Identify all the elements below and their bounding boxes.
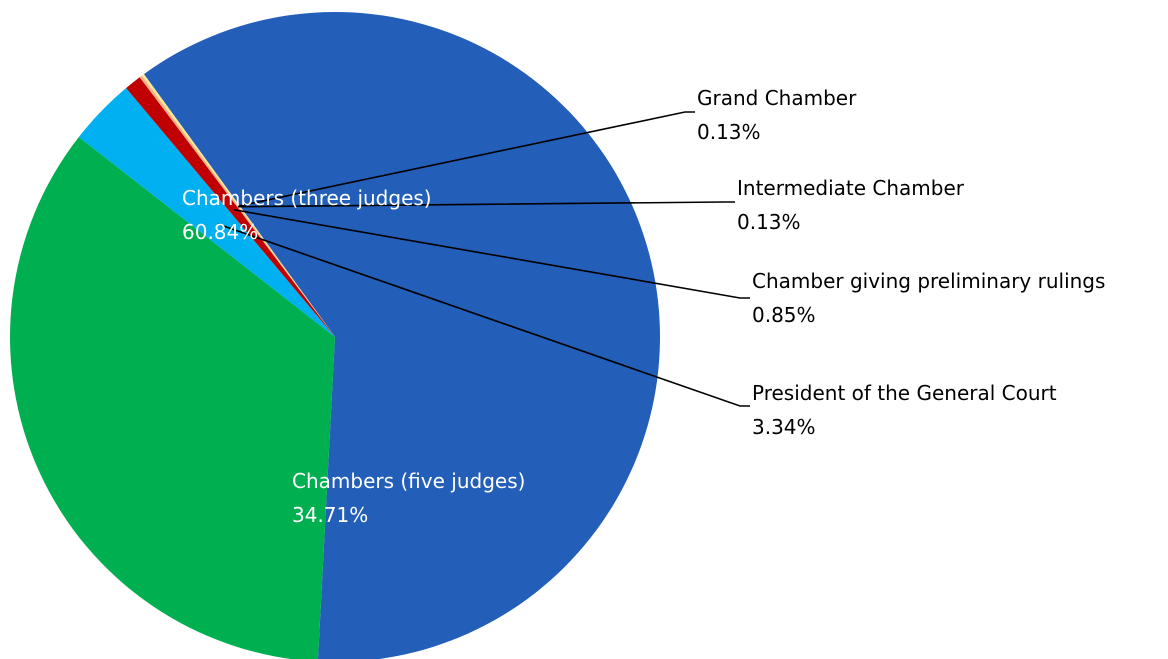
pie-slices bbox=[10, 12, 660, 659]
pie-slice-chamber-giving-preliminary-rulings bbox=[126, 77, 335, 337]
slice-labels: Chambers (three judges) 60.84% Chambers (f… bbox=[182, 86, 1105, 527]
data-label-president-of-the-general-court: President of the General Court 3.34% bbox=[752, 381, 1057, 439]
data-label-intermediate-chamber: Intermediate Chamber 0.13% bbox=[737, 176, 965, 234]
pie-slice-chambers-three-judges bbox=[143, 12, 660, 659]
leader-lines bbox=[217, 111, 750, 407]
data-label-chambers-three-judges: Chambers (three judges) 60.84% bbox=[182, 186, 432, 244]
pie-slice-intermediate-chamber bbox=[139, 75, 335, 337]
leader-line-president-of-the-general-court bbox=[217, 223, 750, 407]
data-label-chamber-giving-preliminary-rulings: Chamber giving preliminary rulings 0.85% bbox=[752, 269, 1105, 327]
pie-slice-president-of-the-general-court bbox=[78, 88, 336, 338]
leader-line-grand-chamber bbox=[238, 111, 695, 207]
data-label-grand-chamber: Grand Chamber 0.13% bbox=[697, 86, 857, 144]
data-label-chambers-five-judges: Chambers (five judges) 34.71% bbox=[292, 469, 525, 527]
pie-slice-chambers-five-judges bbox=[10, 136, 335, 659]
pie-slice-grand-chamber bbox=[141, 74, 335, 338]
leader-line-chamber-giving-preliminary-rulings bbox=[233, 208, 750, 299]
leader-line-intermediate-chamber bbox=[237, 201, 735, 208]
